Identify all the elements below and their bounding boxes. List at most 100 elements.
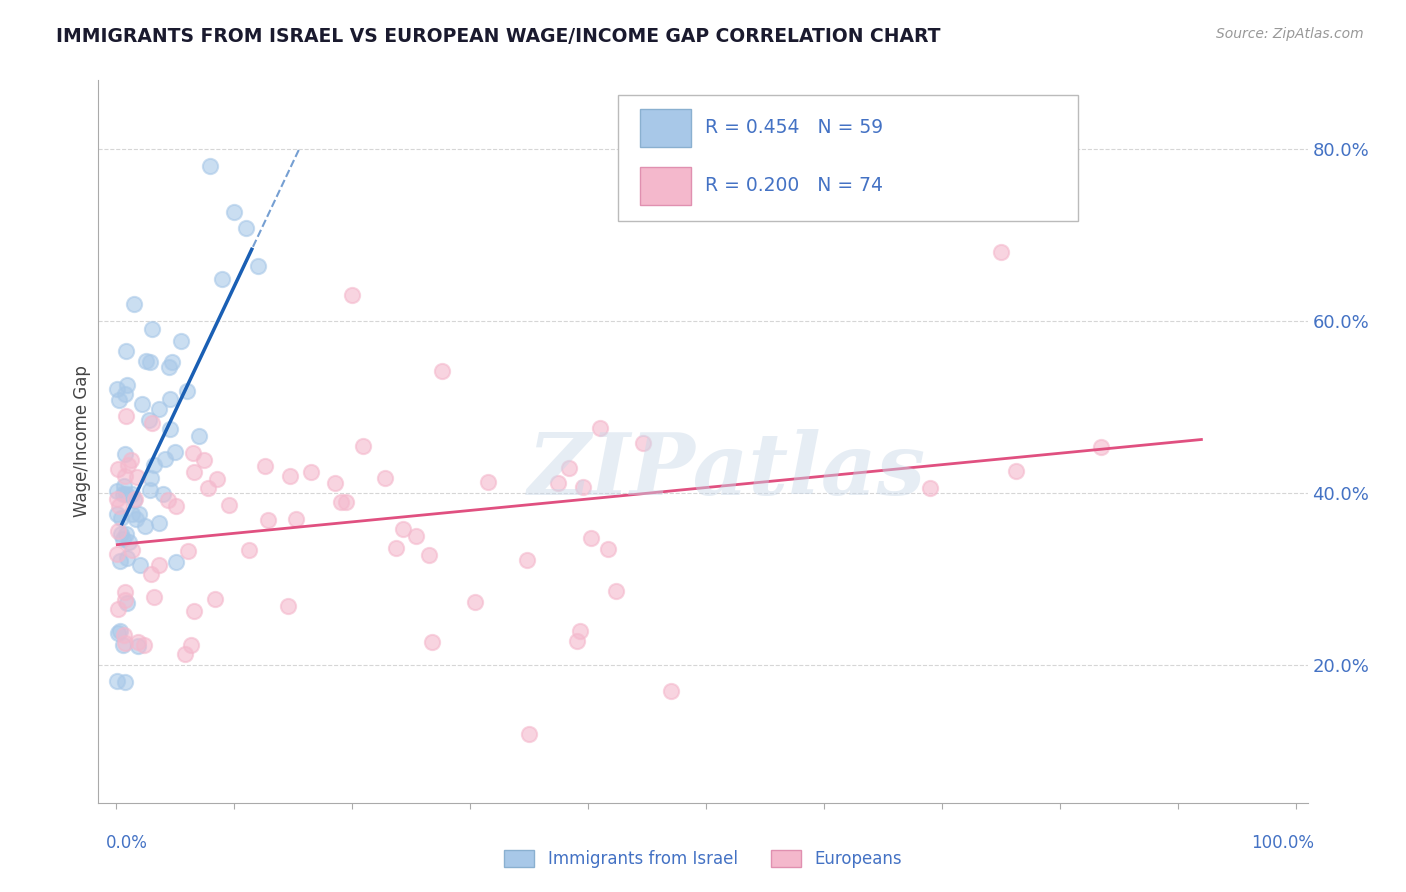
Point — [117, 596, 139, 610]
Point — [598, 541, 620, 556]
Point — [517, 727, 540, 741]
Point — [138, 413, 160, 427]
Point — [105, 483, 128, 498]
Point — [128, 507, 150, 521]
Point — [122, 493, 145, 508]
Point — [148, 516, 170, 530]
Point — [114, 527, 136, 541]
Point — [111, 638, 134, 652]
Point — [557, 461, 579, 475]
Point — [200, 159, 222, 173]
Point — [170, 334, 193, 348]
Point — [115, 486, 138, 500]
FancyBboxPatch shape — [640, 109, 690, 147]
Point — [115, 343, 138, 358]
Point — [117, 458, 139, 473]
Point — [114, 585, 136, 599]
Text: R = 0.454   N = 59: R = 0.454 N = 59 — [706, 118, 883, 136]
Point — [160, 355, 183, 369]
Point — [139, 354, 162, 368]
Point — [420, 634, 443, 648]
Point — [193, 452, 215, 467]
Text: IMMIGRANTS FROM ISRAEL VS EUROPEAN WAGE/INCOME GAP CORRELATION CHART: IMMIGRANTS FROM ISRAEL VS EUROPEAN WAGE/… — [56, 27, 941, 45]
Point — [156, 492, 179, 507]
Point — [165, 499, 187, 513]
Point — [108, 624, 131, 638]
Point — [238, 542, 260, 557]
Point — [177, 544, 200, 558]
Point — [918, 481, 941, 495]
Point — [565, 634, 588, 648]
Point — [108, 499, 131, 513]
Point — [352, 439, 374, 453]
Point — [181, 446, 204, 460]
Point — [110, 527, 132, 541]
Point — [112, 628, 135, 642]
Point — [1090, 440, 1112, 454]
Point — [142, 590, 165, 604]
Point — [605, 583, 627, 598]
Y-axis label: Wage/Income Gap: Wage/Income Gap — [73, 366, 91, 517]
Point — [246, 259, 269, 273]
Point — [105, 547, 128, 561]
Point — [464, 595, 486, 609]
Point — [152, 487, 174, 501]
Point — [299, 465, 322, 479]
Point — [111, 486, 134, 500]
Point — [114, 469, 136, 483]
Point — [284, 512, 307, 526]
Point — [107, 462, 129, 476]
Point — [148, 402, 170, 417]
Point — [323, 475, 346, 490]
Point — [127, 635, 149, 649]
Point — [111, 532, 134, 546]
Point — [207, 472, 229, 486]
Point — [174, 647, 197, 661]
Point — [127, 639, 149, 653]
Point — [277, 599, 299, 614]
Point — [159, 392, 181, 406]
Point — [134, 519, 156, 533]
Point — [125, 512, 148, 526]
Point — [141, 567, 163, 582]
Point — [204, 592, 226, 607]
Point — [405, 529, 427, 543]
Point — [176, 384, 198, 399]
Point — [330, 495, 353, 509]
Point — [105, 491, 128, 506]
Text: 0.0%: 0.0% — [105, 834, 148, 852]
Point — [631, 436, 654, 450]
Point — [107, 626, 129, 640]
Legend: Immigrants from Israel, Europeans: Immigrants from Israel, Europeans — [498, 843, 908, 875]
Point — [127, 469, 149, 483]
Point — [124, 297, 146, 311]
Point — [197, 481, 219, 495]
Point — [571, 480, 593, 494]
Text: R = 0.200   N = 74: R = 0.200 N = 74 — [706, 176, 883, 194]
Point — [222, 205, 245, 219]
Point — [157, 360, 180, 375]
Point — [121, 486, 143, 500]
Point — [659, 684, 682, 698]
Point — [107, 524, 129, 539]
Point — [218, 499, 240, 513]
Point — [105, 382, 128, 396]
Point — [990, 245, 1012, 260]
Point — [392, 522, 415, 536]
Text: Source: ZipAtlas.com: Source: ZipAtlas.com — [1216, 27, 1364, 41]
Point — [118, 534, 141, 549]
Point — [547, 476, 569, 491]
Point — [114, 386, 136, 401]
Text: 100.0%: 100.0% — [1251, 834, 1315, 852]
Point — [108, 554, 131, 568]
Point — [121, 507, 143, 521]
Point — [418, 548, 440, 562]
Point — [131, 397, 153, 411]
Point — [114, 675, 136, 690]
Point — [120, 453, 142, 467]
Point — [516, 553, 538, 567]
Point — [135, 354, 157, 368]
Point — [124, 492, 146, 507]
Point — [183, 465, 205, 479]
Point — [141, 322, 163, 336]
